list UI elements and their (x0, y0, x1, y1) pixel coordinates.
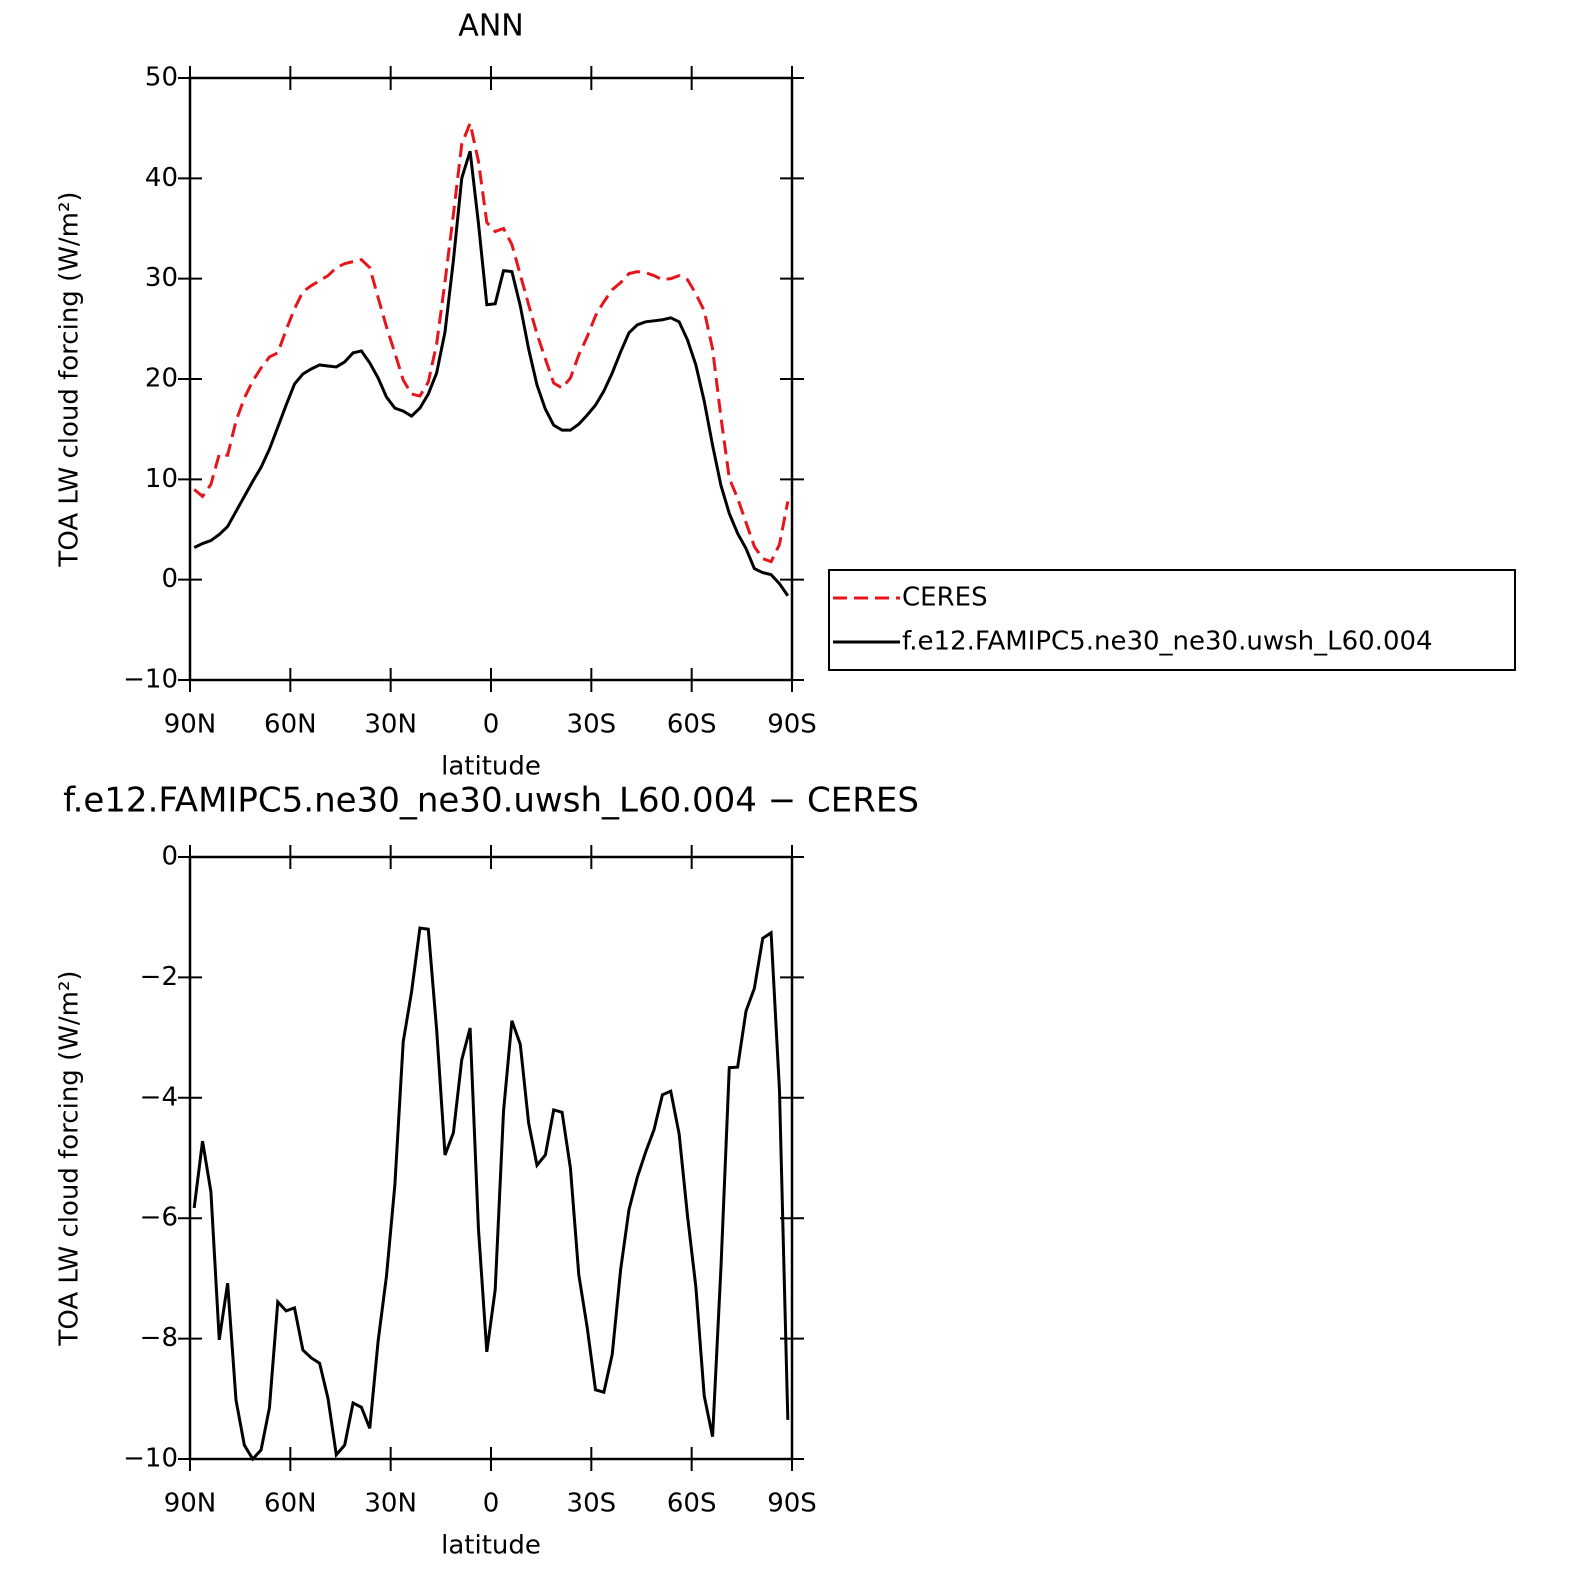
x-tick-label: 60N (264, 1489, 317, 1519)
y-tick-label: −4 (140, 1082, 178, 1112)
y-tick-label: 40 (145, 163, 178, 193)
y-tick-label: 50 (145, 63, 178, 93)
y-axis-label: TOA LW cloud forcing (W/m²) (55, 970, 85, 1346)
y-axis-label: TOA LW cloud forcing (W/m²) (55, 191, 85, 567)
y-tick-label: 0 (161, 564, 178, 594)
y-tick-label: 20 (145, 364, 178, 394)
x-tick-label: 30N (364, 1489, 417, 1519)
y-tick-label: 10 (145, 464, 178, 494)
y-tick-label: 30 (145, 263, 178, 293)
y-tick-label: −10 (123, 1444, 178, 1474)
x-tick-label: 0 (483, 710, 500, 740)
x-tick-label: 30N (364, 710, 417, 740)
x-axis-label: latitude (441, 1531, 541, 1561)
x-tick-label: 90N (164, 710, 217, 740)
y-tick-label: −6 (140, 1203, 178, 1233)
x-tick-label: 60N (264, 710, 317, 740)
data-line (193, 150, 790, 597)
y-tick-label: −10 (123, 665, 178, 695)
data-line (192, 926, 790, 1462)
x-tick-label: 0 (483, 1489, 500, 1519)
plot-frame (188, 76, 794, 682)
legend-label: CERES (902, 583, 988, 613)
y-tick-label: 0 (161, 842, 178, 872)
y-tick-label: −2 (140, 962, 178, 992)
x-axis-label: latitude (441, 752, 541, 782)
legend-label: f.e12.FAMIPC5.ne30_ne30.uwsh_L60.004 (902, 627, 1433, 657)
x-tick-label: 60S (667, 1489, 717, 1519)
x-tick-label: 90S (767, 1489, 817, 1519)
chart-title: ANN (458, 9, 523, 44)
plot-frame (188, 855, 794, 1461)
data-line (193, 118, 790, 564)
y-tick-label: −8 (140, 1323, 178, 1353)
x-tick-label: 30S (567, 1489, 617, 1519)
x-tick-label: 30S (567, 710, 617, 740)
x-tick-label: 60S (667, 710, 717, 740)
chart-title: f.e12.FAMIPC5.ne30_ne30.uwsh_L60.004 − C… (63, 781, 919, 821)
x-tick-label: 90N (164, 1489, 217, 1519)
legend-box (828, 569, 1516, 671)
x-tick-label: 90S (767, 710, 817, 740)
